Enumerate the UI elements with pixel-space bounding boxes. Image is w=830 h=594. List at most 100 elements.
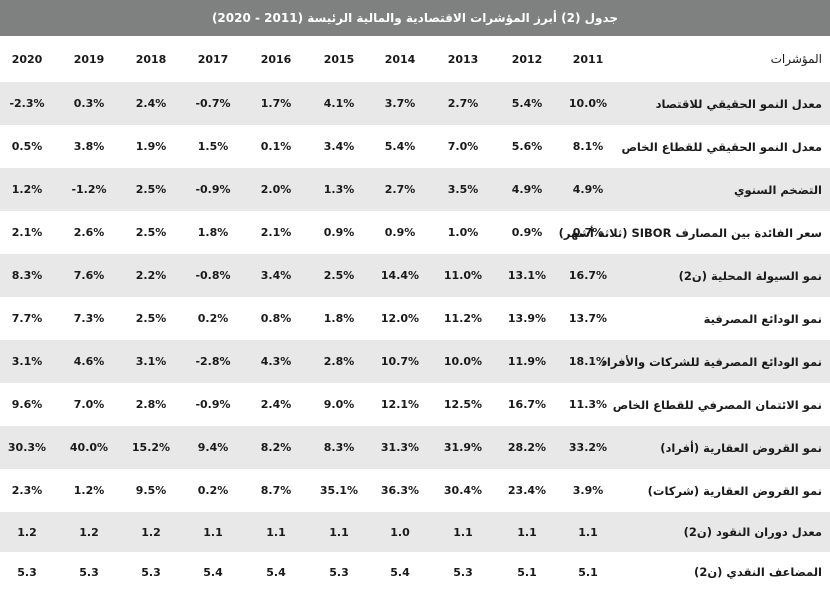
table-row: نمو الودائع المصرفية 13.7% 13.9% 11.2% 12.0%… <box>0 297 830 340</box>
value-cell: 2.7% <box>384 183 416 196</box>
value-cell: 0.8% <box>260 312 292 325</box>
value-cell: 18.1% <box>568 355 608 368</box>
indicator-label: المضاعف النقدي (ن2) <box>694 565 822 579</box>
value-cell: 2.5% <box>323 269 355 282</box>
value-cell: 4.9% <box>572 183 604 196</box>
indicators-table: المؤشرات 2011 2012 2013 2014 2015 2016 2… <box>0 36 830 592</box>
value-cell: 0.2% <box>197 312 229 325</box>
indicator-label: نمو القروض العقارية (أفراد) <box>660 440 822 455</box>
value-cell: 1.2 <box>17 525 37 539</box>
value-cell: 5.4 <box>266 565 286 579</box>
value-cell: 2.6% <box>73 226 105 239</box>
value-cell: 10.0% <box>443 355 483 368</box>
value-cell: 1.0% <box>447 226 479 239</box>
value-cell: 33.2% <box>568 441 608 454</box>
value-cell: 5.3 <box>453 565 473 579</box>
value-cell: 9.0% <box>323 398 355 411</box>
table-row: معدل النمو الحقيقي للاقتصاد 10.0% 5.4% 2.7%… <box>0 82 830 125</box>
value-cell: 3.7% <box>384 97 416 110</box>
value-cell: -2.8% <box>195 355 231 368</box>
table-row: نمو الودائع المصرفية للشركات والأفراد 18.… <box>0 340 830 383</box>
value-cell: -0.9% <box>195 398 231 411</box>
table-row: التضخم السنوي 4.9% 4.9% 3.5% 2.7% 1.3% 2.0% -0.… <box>0 168 830 211</box>
indicator-label: معدل دوران النقود (ن2) <box>683 525 822 539</box>
value-cell: 14.4% <box>380 269 420 282</box>
value-cell: 16.7% <box>507 398 547 411</box>
value-cell: 1.0 <box>390 525 410 539</box>
value-cell: 4.3% <box>260 355 292 368</box>
indicator-label: نمو السيولة المحلية (ن2) <box>678 268 822 283</box>
value-cell: 3.1% <box>11 355 43 368</box>
value-cell: 2.0% <box>260 183 292 196</box>
value-cell: -2.3% <box>9 97 45 110</box>
value-cell: 2.8% <box>323 355 355 368</box>
value-cell: 1.1 <box>329 525 349 539</box>
value-cell: 2.3% <box>11 484 43 497</box>
header-year: 2017 <box>197 52 229 66</box>
value-cell: 1.7% <box>260 97 292 110</box>
value-cell: 0.7% <box>572 226 604 239</box>
indicator-label: نمو القروض العقارية (شركات) <box>647 483 822 498</box>
value-cell: 31.9% <box>443 441 483 454</box>
header-year: 2014 <box>384 52 416 66</box>
table-header-row: المؤشرات 2011 2012 2013 2014 2015 2016 2… <box>0 36 830 82</box>
value-cell: 1.2 <box>79 525 99 539</box>
value-cell: 11.3% <box>568 398 608 411</box>
header-year: 2013 <box>447 52 479 66</box>
value-cell: 9.5% <box>135 484 167 497</box>
value-cell: 2.7% <box>447 97 479 110</box>
value-cell: 13.1% <box>507 269 547 282</box>
value-cell: 12.0% <box>380 312 420 325</box>
value-cell: 3.4% <box>260 269 292 282</box>
value-cell: 40.0% <box>69 441 109 454</box>
value-cell: 0.1% <box>260 140 292 153</box>
table-row: نمو القروض العقارية (شركات) 3.9% 23.4% 30.4… <box>0 469 830 512</box>
value-cell: 1.3% <box>323 183 355 196</box>
value-cell: 4.1% <box>323 97 355 110</box>
table-row: معدل النمو الحقيقي للقطاع الخاص 8.1% 5.6% 7… <box>0 125 830 168</box>
value-cell: 5.1 <box>517 565 537 579</box>
value-cell: 9.6% <box>11 398 43 411</box>
value-cell: 5.4 <box>390 565 410 579</box>
value-cell: 8.7% <box>260 484 292 497</box>
value-cell: 0.5% <box>11 140 43 153</box>
value-cell: 9.4% <box>197 441 229 454</box>
value-cell: 0.9% <box>511 226 543 239</box>
header-year: 2019 <box>73 52 105 66</box>
value-cell: 1.2 <box>141 525 161 539</box>
value-cell: 11.0% <box>443 269 483 282</box>
value-cell: 3.5% <box>447 183 479 196</box>
value-cell: 10.7% <box>380 355 420 368</box>
value-cell: 2.1% <box>260 226 292 239</box>
value-cell: 30.3% <box>7 441 47 454</box>
value-cell: 2.5% <box>135 312 167 325</box>
value-cell: 5.3 <box>17 565 37 579</box>
value-cell: 7.3% <box>73 312 105 325</box>
value-cell: -0.7% <box>195 97 231 110</box>
value-cell: 1.8% <box>323 312 355 325</box>
table-row: سعر الفائدة بين المصارف SIBOR (ثلاثة أشه… <box>0 211 830 254</box>
table-row: نمو السيولة المحلية (ن2) 16.7% 13.1% 11.0% 1… <box>0 254 830 297</box>
value-cell: 3.1% <box>135 355 167 368</box>
value-cell: 3.4% <box>323 140 355 153</box>
value-cell: 0.9% <box>323 226 355 239</box>
value-cell: 7.6% <box>73 269 105 282</box>
value-cell: 2.2% <box>135 269 167 282</box>
value-cell: 31.3% <box>380 441 420 454</box>
value-cell: 7.0% <box>73 398 105 411</box>
table-row: معدل دوران النقود (ن2) 1.1 1.1 1.1 1.0 1.1 1.1… <box>0 512 830 552</box>
value-cell: 5.1 <box>578 565 598 579</box>
value-cell: 0.2% <box>197 484 229 497</box>
value-cell: 10.0% <box>568 97 608 110</box>
value-cell: 5.3 <box>79 565 99 579</box>
indicator-label: معدل النمو الحقيقي للاقتصاد <box>655 96 822 111</box>
table-row: نمو الائتمان المصرفي للقطاع الخاص 11.3% 16… <box>0 383 830 426</box>
value-cell: 28.2% <box>507 441 547 454</box>
value-cell: 1.1 <box>517 525 537 539</box>
value-cell: 4.9% <box>511 183 543 196</box>
table-row: نمو القروض العقارية (أفراد) 33.2% 28.2% 31.… <box>0 426 830 469</box>
value-cell: 0.9% <box>384 226 416 239</box>
value-cell: 12.5% <box>443 398 483 411</box>
value-cell: 1.9% <box>135 140 167 153</box>
value-cell: 1.5% <box>197 140 229 153</box>
